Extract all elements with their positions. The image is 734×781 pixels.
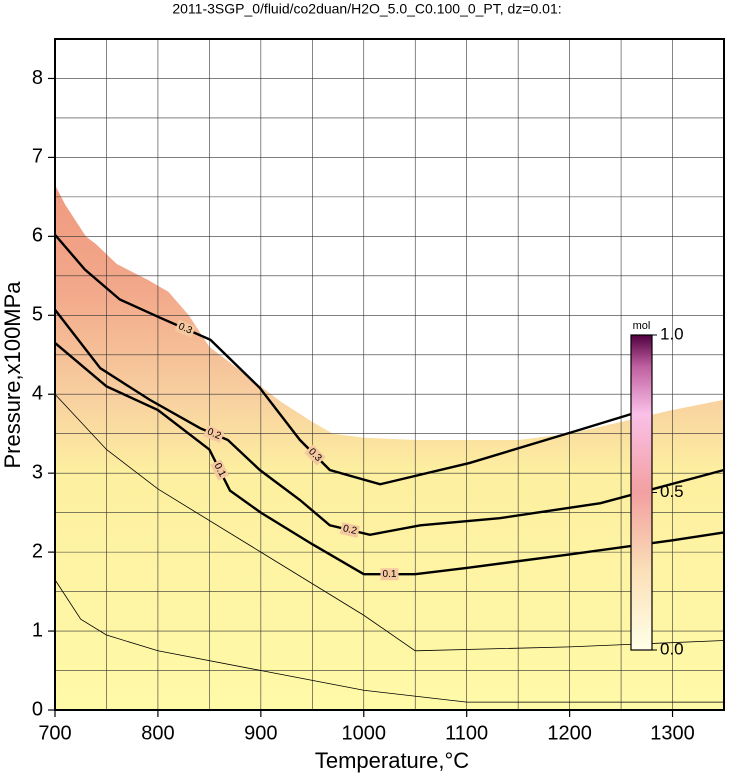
y-tick-label: 0 [32,698,43,720]
contour-label-bg [174,319,196,338]
y-tick-label: 5 [32,304,43,326]
colorbar [630,334,653,651]
contour-label-bg [339,522,361,538]
colorbar-tick-label: 1.0 [660,324,684,343]
contour-line [54,393,725,652]
x-tick-label: 1200 [547,722,592,744]
y-axis-label: Pressure,x100MPa [0,281,25,469]
x-tick-label: 1100 [445,722,488,744]
y-tick-label: 4 [32,383,43,405]
x-tick-label: 1300 [650,722,695,744]
x-tick-label: 800 [141,722,174,744]
contour-label: 0.2 [342,523,358,537]
y-tick-label: 8 [32,67,43,89]
contour-line [54,579,724,703]
plot-frame [54,38,725,711]
contour-line [54,309,725,536]
colorbar-tick-label: 0.5 [660,482,684,501]
y-tick-label: 6 [32,225,43,247]
x-tick-label: 1000 [342,722,387,744]
y-tick-label: 3 [32,461,43,483]
contour-label: 0.2 [205,426,223,442]
y-tick-label: 2 [32,540,43,562]
contour-label-bg [304,444,326,466]
y-tick-label: 1 [32,619,43,641]
contour-label-bg [203,425,225,444]
x-axis-label: Temperature,°C [315,748,469,773]
colorbar-tick-label: 0.0 [660,639,684,658]
contour-line [54,233,632,486]
contour-label-bg [380,568,399,581]
colorbar-label: mol [633,320,651,332]
y-tick-label: 7 [32,146,43,168]
x-tick-label: 900 [244,722,277,744]
stability-field [55,185,724,710]
contour-label: 0.1 [383,569,397,580]
chart-title: 2011-3SGP_0/fluid/co2duan/H2O_5.0_C0.100… [172,1,561,17]
contour-line [54,342,725,576]
contour-label-bg [210,459,230,481]
x-tick-label: 700 [38,722,71,744]
contour-label: 0.3 [177,321,195,337]
